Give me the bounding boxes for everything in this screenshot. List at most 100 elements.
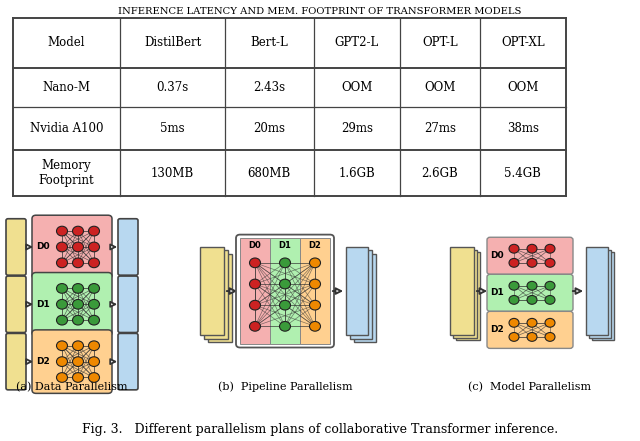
Circle shape [509,258,519,267]
Circle shape [56,341,67,351]
Circle shape [88,299,99,309]
Bar [204,250,228,339]
FancyBboxPatch shape [6,219,26,275]
FancyBboxPatch shape [118,333,138,390]
Circle shape [310,321,321,331]
Circle shape [545,295,555,304]
Text: DistilBert: DistilBert [144,36,201,49]
Text: Bert-L: Bert-L [250,36,288,49]
Circle shape [72,226,83,236]
Circle shape [56,373,67,382]
Text: D2: D2 [308,241,321,250]
Text: Fig. 3.   Different parallelism plans of collaborative Transformer inference.: Fig. 3. Different parallelism plans of c… [82,423,558,436]
Circle shape [88,226,99,236]
Text: 2.43s: 2.43s [253,81,285,94]
Text: D2: D2 [490,325,504,334]
Circle shape [250,300,260,310]
Circle shape [509,281,519,290]
Text: 1.6GB: 1.6GB [339,167,375,179]
Circle shape [509,333,519,341]
Circle shape [56,315,67,325]
Circle shape [280,321,291,331]
Circle shape [88,258,99,268]
Circle shape [250,258,260,268]
Circle shape [56,258,67,268]
Circle shape [72,357,83,366]
Text: OPT-XL: OPT-XL [501,36,545,49]
Text: (b)  Pipeline Parallelism: (b) Pipeline Parallelism [218,382,352,392]
Text: D0: D0 [490,251,504,260]
Circle shape [527,318,537,327]
Bar [453,250,477,338]
FancyBboxPatch shape [487,311,573,348]
Circle shape [509,244,519,253]
Circle shape [56,242,67,252]
Text: 38ms: 38ms [507,122,539,135]
Bar [240,238,270,344]
Circle shape [509,318,519,327]
FancyBboxPatch shape [118,276,138,333]
Circle shape [545,333,555,341]
Text: Memory
Footprint: Memory Footprint [39,159,94,187]
Circle shape [280,279,291,289]
Circle shape [88,242,99,252]
Text: Model: Model [48,36,85,49]
Circle shape [545,318,555,327]
Text: 27ms: 27ms [424,122,456,135]
Circle shape [527,281,537,290]
Circle shape [509,295,519,304]
Bar [450,247,474,335]
Circle shape [88,357,99,366]
Bar [350,250,372,339]
FancyBboxPatch shape [6,333,26,390]
Text: 5.4GB: 5.4GB [504,167,541,179]
Text: 0.37s: 0.37s [156,81,189,94]
Text: Nvidia A100: Nvidia A100 [30,122,103,135]
Text: (c)  Model Parallelism: (c) Model Parallelism [468,382,591,392]
Text: D1: D1 [490,288,504,297]
Text: D1: D1 [278,241,291,250]
Text: OOM: OOM [424,81,456,94]
Circle shape [527,244,537,253]
Bar [592,252,614,340]
Circle shape [310,279,321,289]
Circle shape [545,244,555,253]
Circle shape [250,321,260,331]
Text: 2.6GB: 2.6GB [421,167,458,179]
Text: GPT2-L: GPT2-L [335,36,379,49]
Circle shape [56,284,67,293]
FancyBboxPatch shape [6,276,26,333]
FancyBboxPatch shape [32,215,112,279]
Text: D2: D2 [36,357,50,366]
FancyBboxPatch shape [118,219,138,275]
Circle shape [527,258,537,267]
Circle shape [72,258,83,268]
Circle shape [88,315,99,325]
Circle shape [72,341,83,351]
FancyBboxPatch shape [32,273,112,336]
Circle shape [527,333,537,341]
Text: 20ms: 20ms [253,122,285,135]
Circle shape [72,242,83,252]
Circle shape [56,299,67,309]
Circle shape [72,373,83,382]
Circle shape [280,300,291,310]
Bar [354,254,376,342]
Circle shape [72,284,83,293]
Text: Nano-M: Nano-M [42,81,91,94]
Bar [300,238,330,344]
Text: D0: D0 [248,241,261,250]
Text: 5ms: 5ms [160,122,185,135]
Circle shape [280,258,291,268]
Bar [589,250,611,338]
Text: D0: D0 [36,243,50,251]
Circle shape [56,226,67,236]
Text: 680MB: 680MB [248,167,291,179]
FancyBboxPatch shape [487,237,573,274]
Circle shape [545,281,555,290]
Bar [346,247,368,335]
Text: 29ms: 29ms [341,122,373,135]
Text: OOM: OOM [507,81,538,94]
Text: (a) Data Parallelism: (a) Data Parallelism [16,382,128,392]
Circle shape [250,279,260,289]
